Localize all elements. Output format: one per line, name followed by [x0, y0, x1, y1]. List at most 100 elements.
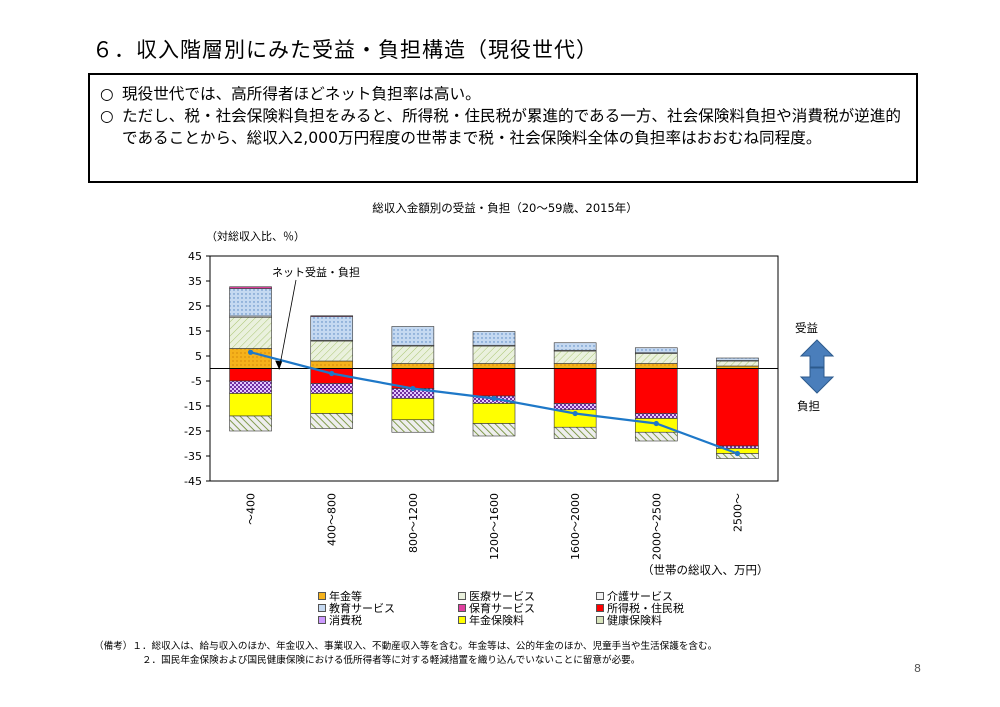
bar-segment [229, 288, 272, 317]
legend-swatch [318, 604, 326, 612]
bar-segment [229, 393, 272, 417]
bar-segment [310, 339, 354, 342]
bar-segment [553, 368, 597, 404]
bar-segment [391, 368, 435, 389]
page-number: 8 [914, 662, 921, 675]
y-tick-label: 35 [188, 275, 202, 288]
legend-swatch [318, 616, 326, 624]
bar-segment [716, 365, 759, 369]
legend-swatch [318, 592, 326, 600]
y-tick-label: -25 [184, 425, 202, 438]
x-axis-unit-label: （世帯の総収入、万円） [642, 563, 769, 577]
bar-segment [716, 448, 759, 454]
bar-segment [472, 403, 516, 424]
bar-segment [310, 368, 354, 384]
legend-swatch [458, 604, 466, 612]
net-line-point [572, 410, 578, 417]
x-tick-label: 400～800 [326, 493, 339, 546]
bar-segment [716, 360, 759, 367]
bar-segment [553, 426, 597, 439]
y-tick-label: 25 [188, 300, 202, 313]
y-tick-label: -15 [184, 400, 202, 413]
bar-segment [391, 326, 435, 346]
bar-segment [310, 413, 354, 429]
y-tick-label: 15 [188, 325, 202, 338]
chart-title: 総収入金額別の受益・負担（20～59歳、2015年） [372, 201, 638, 215]
bar-segment [634, 431, 678, 442]
bar-segment [472, 363, 516, 369]
bar-segment [229, 415, 272, 432]
legend-swatch [596, 616, 604, 624]
bar-segment [229, 315, 272, 318]
legend-label: 所得税・住民税 [607, 602, 684, 615]
bar-segment [553, 342, 597, 351]
bar-segment [634, 413, 678, 419]
net-line-point [491, 395, 497, 402]
legend-item: 健康保険料 [596, 612, 662, 628]
bar-segment [634, 352, 678, 354]
x-tick-label: 2500～ [731, 493, 744, 532]
bar-segment [229, 286, 272, 289]
legend-label: 医療サービス [469, 590, 535, 603]
benefit-burden-arrows [799, 339, 835, 394]
bar-segment [310, 316, 354, 341]
bar-segment [310, 360, 354, 369]
annotation-arrowhead [275, 360, 283, 370]
bar-segment [310, 340, 354, 362]
bar-segment [391, 388, 435, 399]
y-tick-label: -5 [191, 375, 202, 388]
legend-item: 医療サービス [458, 588, 535, 604]
burden-arrow [799, 367, 835, 394]
bar-segment [229, 368, 272, 382]
bar-segment [310, 383, 354, 394]
bar-segment [472, 344, 516, 347]
legend-swatch [458, 616, 466, 624]
legend-label: 年金等 [329, 590, 362, 603]
bar-segment [310, 393, 354, 414]
bar-segment [472, 423, 516, 437]
bar-segment [634, 418, 678, 433]
net-line-point [410, 385, 416, 392]
legend-item: 教育サービス [318, 600, 395, 616]
y-tick-label: -35 [184, 450, 202, 463]
legend-label: 年金保険料 [469, 614, 524, 627]
bar-segment [716, 453, 759, 459]
x-tick-label: 1600～2000 [569, 493, 582, 560]
legend-swatch [458, 592, 466, 600]
legend-label: 消費税 [329, 614, 362, 627]
bar-segment [391, 344, 435, 347]
plot-area [209, 255, 779, 482]
bar-segment [229, 348, 272, 369]
bullet-mark: ○ [100, 107, 114, 125]
legend-label: 介護サービス [607, 590, 673, 603]
net-line-point [329, 370, 335, 377]
bar-segment [391, 398, 435, 421]
bar-segment [716, 445, 759, 449]
net-line-point [247, 349, 254, 355]
legend-swatch [596, 604, 604, 612]
legend-item: 年金保険料 [458, 612, 524, 628]
burden-label: 負担 [797, 399, 820, 413]
bar-segment [553, 349, 597, 352]
x-tick-label: 1200～1600 [488, 493, 501, 560]
bar-segment [472, 368, 516, 397]
bar-segment [634, 353, 678, 364]
x-tick-label: ～400 [245, 493, 258, 525]
summary-box: ○ 現役世代では、高所得者ほどネット負担率は高い。 ○ ただし、税・社会保険料負… [88, 73, 918, 183]
x-tick-label: 2000～2500 [650, 493, 663, 560]
y-axis-unit-label: （対総収入比、％） [206, 230, 305, 243]
net-line-point [734, 450, 741, 457]
y-tick-label: 5 [195, 350, 202, 363]
notes: （備考）１．総収入は、給与収入のほか、年金収入、事業収入、不動産収入等を含む。年… [94, 641, 718, 666]
bar-segment [391, 419, 435, 433]
bar-segment [472, 345, 516, 364]
bar-segment [716, 357, 759, 361]
legend-label: 健康保険料 [607, 614, 662, 627]
legend-item: 所得税・住民税 [596, 600, 684, 616]
bar-segment [553, 409, 597, 428]
bar-segment [229, 316, 272, 349]
legend-item: 年金等 [318, 588, 362, 604]
bar-segment [553, 363, 597, 369]
page-title: ６．収入階層別にみた受益・負担構造（現役世代） [92, 38, 598, 62]
benefit-arrow [799, 339, 835, 368]
